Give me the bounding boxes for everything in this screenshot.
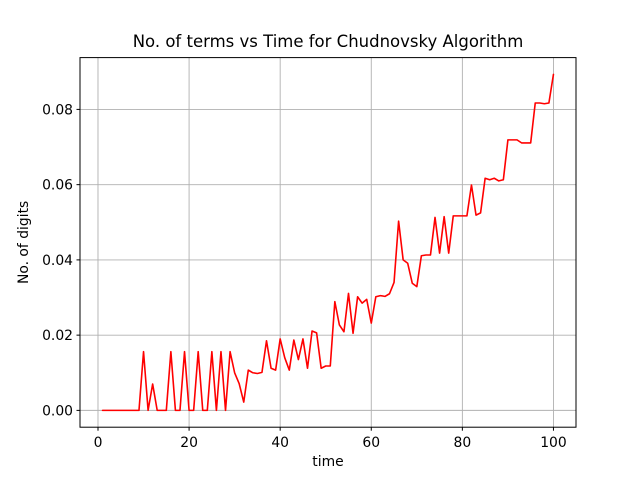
x-tick-label: 80	[454, 435, 472, 451]
x-tick-label: 60	[362, 435, 380, 451]
tick-layer: 0 20 40 60 80 100 0.00 0.02 0.04 0.06 0.08	[42, 102, 567, 451]
plot-area-frame	[79, 57, 577, 428]
x-tick-label: 20	[180, 435, 198, 451]
y-tick-label: 0.06	[42, 178, 73, 194]
y-axis-label: No. of digits	[16, 201, 32, 284]
y-tick-label: 0.08	[42, 102, 73, 118]
chart-title: No. of terms vs Time for Chudnovsky Algo…	[133, 32, 524, 51]
y-tick-label: 0.00	[42, 403, 73, 419]
y-tick-label: 0.04	[42, 253, 73, 269]
grid-layer	[80, 57, 576, 428]
y-tick-label: 0.02	[42, 328, 73, 344]
x-tick-label: 100	[540, 435, 567, 451]
x-tick-label: 0	[94, 435, 103, 451]
data-series-line	[101, 73, 555, 412]
x-tick-label: 40	[271, 435, 289, 451]
x-axis-label: time	[312, 454, 343, 470]
